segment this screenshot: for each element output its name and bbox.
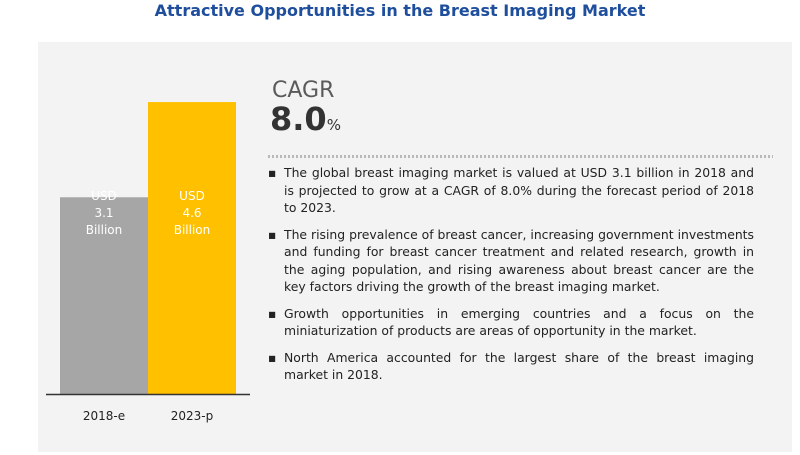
cagr-value: 8.0%: [270, 100, 341, 138]
bullet-icon: ▪: [268, 165, 277, 180]
key-point-text: Growth opportunities in emerging countri…: [284, 305, 754, 339]
key-point-item: ▪ The rising prevalence of breast cancer,…: [268, 226, 754, 296]
x-tick-label: 2018-e: [83, 409, 125, 423]
data-label: USD: [91, 189, 117, 203]
key-point-item: ▪ The global breast imaging market is val…: [268, 164, 754, 217]
bullet-icon: ▪: [268, 349, 277, 365]
bullet-icon: ▪: [268, 226, 277, 242]
bullet-icon: ▪: [268, 305, 277, 321]
dotted-divider: [268, 155, 773, 158]
data-label: USD: [179, 189, 205, 203]
key-point-text: North America accounted for the largest …: [284, 349, 754, 383]
key-point-text: The global breast imaging market is valu…: [284, 165, 754, 215]
cagr-label: CAGR: [272, 78, 335, 103]
bar-chart: USD 3.1 Billion 2018-e USD 4.6 Billion 2023-p: [46, 102, 250, 423]
data-label: Billion: [86, 223, 123, 237]
bar-2018-e: [60, 197, 148, 394]
bar-2023-p: [148, 102, 236, 395]
data-label: 3.1: [94, 206, 113, 220]
key-point-item: ▪ North America accounted for the largest…: [268, 349, 754, 384]
data-label: Billion: [174, 223, 211, 237]
cagr-number: 8.0: [270, 100, 327, 138]
page-title: Attractive Opportunities in the Breast I…: [154, 1, 646, 20]
key-points-list: ▪ The global breast imaging market is val…: [268, 164, 754, 393]
key-point-text: The rising prevalence of breast cancer, …: [284, 226, 754, 295]
data-label: 4.6: [182, 206, 201, 220]
x-tick-label: 2023-p: [171, 409, 214, 423]
key-point-item: ▪ Growth opportunities in emerging countr…: [268, 305, 754, 340]
cagr-unit: %: [326, 116, 341, 134]
